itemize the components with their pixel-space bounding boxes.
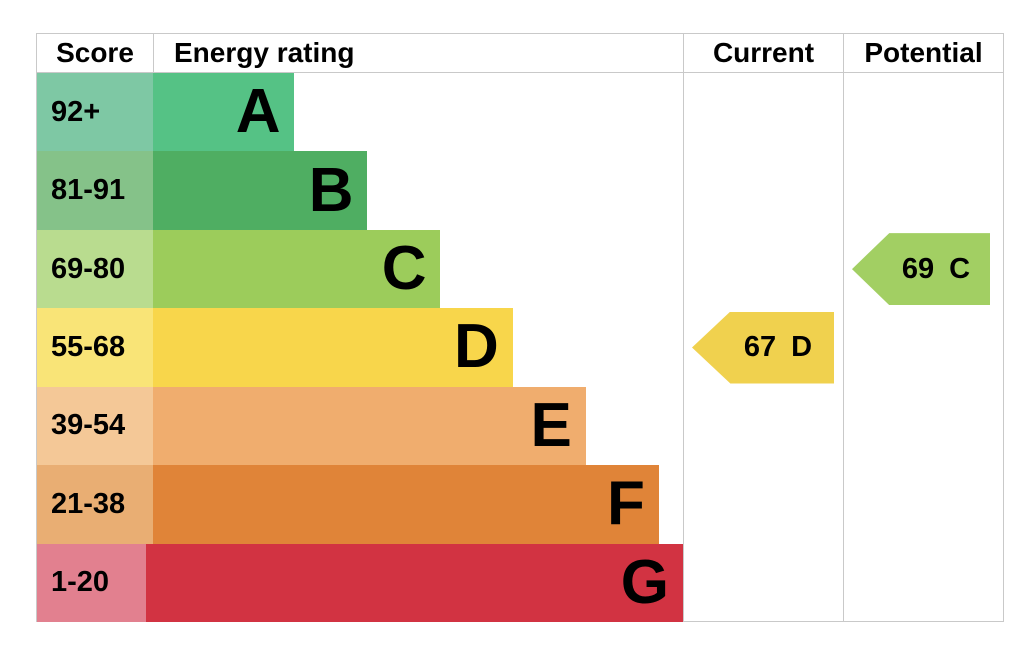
rating-bar-g: G bbox=[145, 543, 683, 622]
band-row-b: 81-91 B bbox=[37, 151, 683, 230]
band-row-e: 39-54 E bbox=[37, 386, 683, 466]
rating-letter: E bbox=[530, 390, 572, 460]
rating-bar-a: A bbox=[153, 73, 295, 152]
potential-column-header: Potential bbox=[843, 34, 1003, 72]
score-cell: 92+ bbox=[37, 73, 153, 152]
rating-letter: G bbox=[620, 547, 669, 617]
band-row-g: 1-20 G bbox=[37, 543, 683, 622]
potential-column: 69 C bbox=[843, 73, 1003, 622]
energy-rating-column-header: Energy rating bbox=[153, 34, 683, 72]
band-row-a: 92+ A bbox=[37, 73, 683, 152]
current-rating-arrow: 67 D bbox=[692, 311, 834, 384]
band-row-f: 21-38 F bbox=[37, 465, 683, 544]
rating-letter: F bbox=[606, 469, 645, 539]
current-rating-arrow-letter: D bbox=[791, 331, 813, 363]
current-column-header: Current bbox=[683, 34, 843, 72]
rating-bar-d: D bbox=[153, 308, 513, 387]
rating-letter: C bbox=[381, 234, 427, 304]
score-cell: 21-38 bbox=[37, 465, 153, 544]
score-column-header: Score bbox=[56, 37, 134, 68]
rating-letter: A bbox=[235, 77, 281, 147]
score-cell: 39-54 bbox=[37, 386, 153, 466]
chart-header-row: Score Energy rating Current Potential bbox=[37, 34, 1003, 73]
rating-bar-f: F bbox=[153, 465, 659, 544]
score-cell: 69-80 bbox=[37, 229, 153, 309]
current-rating-arrow-value: 67 bbox=[743, 331, 777, 363]
band-row-c: 69-80 C bbox=[37, 229, 683, 309]
rating-letter: D bbox=[454, 312, 499, 382]
rating-bar-c: C bbox=[153, 229, 441, 309]
chart-body: 92+ A 81-91 B 69-80 C 55-68 D 39-54 E 21-38 F 1-20 G … bbox=[37, 73, 1003, 622]
score-cell: 81-91 bbox=[37, 151, 153, 230]
band-row-d: 55-68 D bbox=[37, 308, 683, 387]
current-column: 67 D bbox=[683, 73, 843, 622]
potential-rating-arrow-value: 69 bbox=[901, 252, 935, 285]
potential-rating-arrow-letter: C bbox=[949, 252, 971, 285]
score-cell: 1-20 bbox=[37, 543, 146, 622]
potential-rating-arrow: 69 C bbox=[852, 233, 990, 306]
rating-bar-e: E bbox=[153, 386, 586, 466]
score-cell: 55-68 bbox=[37, 308, 153, 387]
rating-bar-b: B bbox=[153, 151, 368, 230]
epc-rating-chart: Score Energy rating Current Potential 92… bbox=[36, 33, 1004, 622]
rating-letter: B bbox=[308, 155, 354, 225]
rating-bands: 92+ A 81-91 B 69-80 C 55-68 D 39-54 E 21-38 F 1-20 G bbox=[37, 73, 683, 622]
